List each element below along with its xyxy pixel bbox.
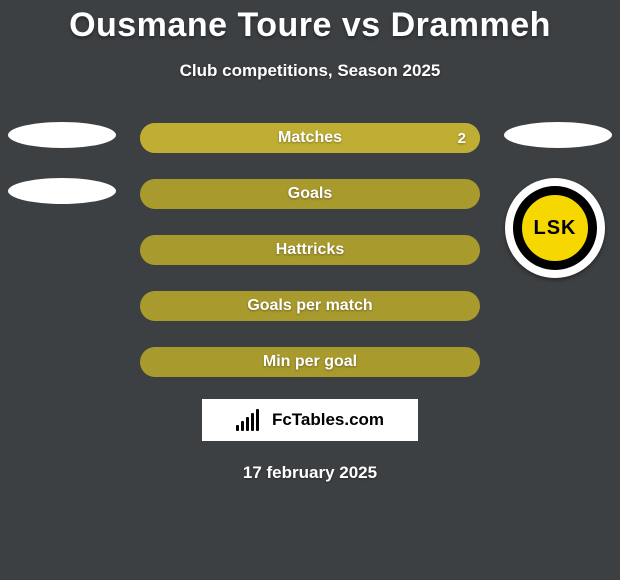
stat-label: Goals per match <box>247 297 372 315</box>
club-placeholder <box>8 178 116 204</box>
page-subtitle: Club competitions, Season 2025 <box>0 61 620 81</box>
footer-brand-text: FcTables.com <box>272 410 384 430</box>
stat-row: Goals per match <box>140 291 480 321</box>
stat-label: Hattricks <box>276 241 344 259</box>
avatar-placeholder <box>504 122 612 148</box>
stat-row: Hattricks <box>140 235 480 265</box>
footer-logo-icon <box>236 409 268 431</box>
club-badge-right: LSK <box>505 178 605 278</box>
stat-label: Goals <box>288 185 332 203</box>
stat-value-right: 2 <box>458 123 466 153</box>
stat-row: Matches 2 <box>140 123 480 153</box>
footer-brand-card: FcTables.com <box>202 399 418 441</box>
logo-bar <box>241 421 244 431</box>
stat-label: Matches <box>278 129 342 147</box>
avatar-placeholder <box>8 122 116 148</box>
page-title: Ousmane Toure vs Drammeh <box>0 0 620 45</box>
logo-bar <box>236 425 239 431</box>
stat-label: Min per goal <box>263 353 357 371</box>
logo-bar <box>251 413 254 431</box>
logo-bar <box>246 417 249 431</box>
footer-date: 17 february 2025 <box>0 463 620 483</box>
stat-row: Goals <box>140 179 480 209</box>
stat-row: Min per goal <box>140 347 480 377</box>
logo-bar <box>256 409 259 431</box>
club-badge-initials: LSK <box>513 186 597 270</box>
